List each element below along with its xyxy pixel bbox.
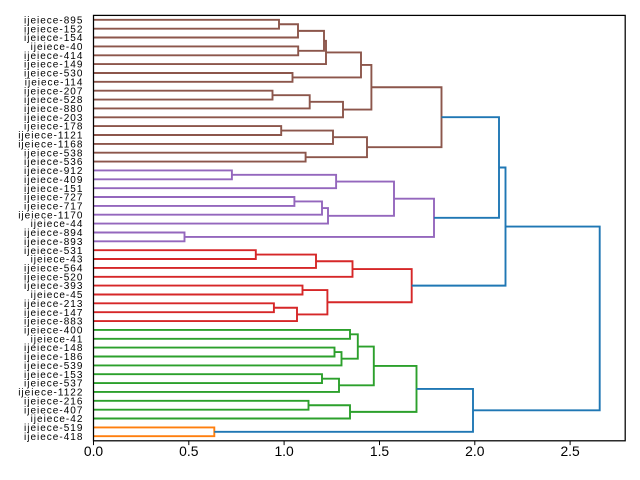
svg-text:ijeiece-531: ijeiece-531	[24, 246, 83, 257]
svg-text:ijeiece-45: ijeiece-45	[31, 290, 84, 301]
svg-text:ijeiece-883: ijeiece-883	[24, 317, 83, 328]
svg-text:ijeiece-895: ijeiece-895	[24, 15, 83, 26]
svg-text:1.5: 1.5	[370, 443, 390, 459]
svg-text:ijeiece-564: ijeiece-564	[24, 264, 83, 275]
svg-text:ijeiece-530: ijeiece-530	[24, 69, 83, 80]
svg-text:ijeiece-152: ijeiece-152	[24, 24, 83, 35]
svg-text:ijeiece-207: ijeiece-207	[24, 86, 83, 97]
svg-text:ijeiece-1170: ijeiece-1170	[18, 210, 83, 221]
svg-text:ijeiece-1122: ijeiece-1122	[18, 388, 83, 399]
svg-text:ijeiece-409: ijeiece-409	[24, 175, 83, 186]
svg-text:ijeiece-154: ijeiece-154	[24, 33, 83, 44]
svg-text:ijeiece-880: ijeiece-880	[24, 104, 83, 115]
svg-text:2.5: 2.5	[560, 443, 580, 459]
svg-text:ijeiece-538: ijeiece-538	[24, 148, 83, 159]
svg-text:ijeiece-186: ijeiece-186	[24, 352, 83, 363]
svg-text:ijeiece-414: ijeiece-414	[24, 51, 83, 62]
svg-text:ijeiece-151: ijeiece-151	[24, 184, 83, 195]
svg-text:ijeiece-717: ijeiece-717	[24, 202, 83, 213]
svg-text:ijeiece-1168: ijeiece-1168	[18, 140, 83, 151]
svg-text:2.0: 2.0	[465, 443, 485, 459]
svg-text:ijeiece-42: ijeiece-42	[31, 414, 84, 425]
svg-text:ijeiece-203: ijeiece-203	[24, 113, 83, 124]
svg-text:ijeiece-407: ijeiece-407	[24, 405, 83, 416]
svg-text:ijeiece-537: ijeiece-537	[24, 379, 83, 390]
svg-text:1.0: 1.0	[274, 443, 294, 459]
svg-text:ijeiece-148: ijeiece-148	[24, 343, 83, 354]
svg-text:ijeiece-400: ijeiece-400	[24, 326, 83, 337]
svg-text:ijeiece-114: ijeiece-114	[25, 77, 84, 88]
svg-text:ijeiece-418: ijeiece-418	[24, 432, 83, 443]
svg-text:ijeiece-147: ijeiece-147	[24, 308, 83, 319]
svg-text:ijeiece-528: ijeiece-528	[24, 95, 83, 106]
svg-text:ijeiece-213: ijeiece-213	[24, 299, 83, 310]
svg-text:ijeiece-43: ijeiece-43	[31, 255, 84, 266]
svg-text:ijeiece-41: ijeiece-41	[31, 334, 84, 345]
svg-text:ijeiece-894: ijeiece-894	[24, 228, 83, 239]
svg-text:ijeiece-520: ijeiece-520	[24, 272, 83, 283]
svg-text:ijeiece-40: ijeiece-40	[31, 42, 84, 53]
svg-text:ijeiece-519: ijeiece-519	[24, 423, 83, 434]
svg-text:ijeiece-149: ijeiece-149	[24, 60, 83, 71]
svg-text:0.5: 0.5	[179, 443, 199, 459]
svg-text:ijeiece-912: ijeiece-912	[24, 166, 83, 177]
svg-text:ijeiece-153: ijeiece-153	[24, 370, 83, 381]
svg-text:ijeiece-44: ijeiece-44	[31, 219, 84, 230]
svg-text:ijeiece-536: ijeiece-536	[24, 157, 83, 168]
svg-text:ijeiece-727: ijeiece-727	[24, 193, 83, 204]
svg-text:ijeiece-1121: ijeiece-1121	[18, 131, 83, 142]
svg-text:0.0: 0.0	[84, 443, 104, 459]
svg-text:ijeiece-216: ijeiece-216	[24, 396, 83, 407]
svg-text:ijeiece-178: ijeiece-178	[24, 122, 83, 133]
svg-text:ijeiece-893: ijeiece-893	[24, 237, 83, 248]
svg-text:ijeiece-393: ijeiece-393	[24, 281, 83, 292]
svg-text:ijeiece-539: ijeiece-539	[24, 361, 83, 372]
